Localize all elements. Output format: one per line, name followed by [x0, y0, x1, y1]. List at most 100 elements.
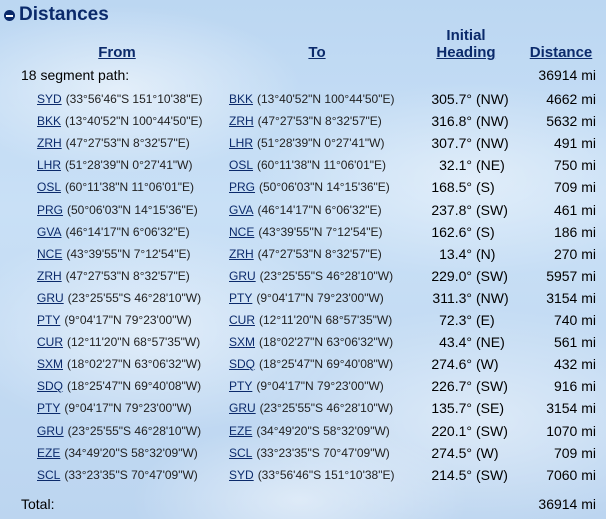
- to-airport-link[interactable]: LHR: [229, 136, 254, 151]
- to-coordinates: (43°39'55"N 7°12'54"E): [258, 224, 383, 239]
- from-coordinates: (50°06'03"N 14°15'36"E): [67, 202, 198, 217]
- to-airport-link[interactable]: SXM: [229, 335, 256, 350]
- from-airport-link[interactable]: SDQ: [37, 379, 64, 394]
- heading-direction: (W): [476, 356, 499, 373]
- heading-direction: (SW): [476, 267, 508, 284]
- to-airport-link[interactable]: SCL: [229, 445, 253, 460]
- to-airport-link[interactable]: PTY: [229, 379, 253, 394]
- from-airport-link[interactable]: SYD: [37, 92, 62, 106]
- from-coordinates: (51°28'39"N 0°27'41"W): [65, 158, 193, 173]
- table-row: SYD (33°56'46"S 151°10'38"E) BKK (13°40'52"…: [0, 88, 606, 110]
- segment-distance: 3154 mi: [546, 400, 596, 417]
- path-summary-distance: 36914 mi: [538, 67, 596, 83]
- from-coordinates: (23°25'55"S 46°28'10"W): [67, 423, 202, 438]
- to-airport-link[interactable]: CUR: [229, 313, 255, 327]
- segment-distance: 740 mi: [553, 312, 596, 328]
- to-coordinates: (23°25'55"S 46°28'10"W): [259, 268, 394, 283]
- from-coordinates: (12°11'20"N 68°57'35"W): [67, 335, 201, 350]
- from-airport-link[interactable]: ZRH: [37, 268, 62, 283]
- from-coordinates: (47°27'53"N 8°32'57"E): [65, 136, 190, 151]
- segment-distance: 709 mi: [553, 179, 596, 196]
- from-column-header[interactable]: From: [98, 44, 136, 61]
- to-coordinates: (51°28'39"N 0°27'41"W): [257, 136, 385, 151]
- table-row: ZRH (47°27'53"N 8°32'57"E) LHR (51°28'39"N …: [0, 132, 606, 154]
- to-airport-link[interactable]: GRU: [229, 268, 256, 283]
- from-airport-link[interactable]: GRU: [37, 423, 64, 438]
- table-row: LHR (51°28'39"N 0°27'41"W) OSL (60°11'38"N …: [0, 154, 606, 176]
- from-airport-link[interactable]: GVA: [37, 224, 62, 239]
- total-distance: 36914 mi: [538, 496, 596, 512]
- to-airport-link[interactable]: GRU: [229, 401, 256, 416]
- segment-distance: 491 mi: [553, 135, 596, 152]
- initial-heading: 307.7°: [431, 135, 472, 152]
- initial-heading: 311.3°: [432, 289, 472, 306]
- table-row: PRG (50°06'03"N 14°15'36"E) GVA (46°14'17"N…: [0, 199, 606, 221]
- initial-heading: 305.7°: [431, 91, 472, 107]
- from-airport-link[interactable]: BKK: [37, 114, 62, 129]
- from-airport-link[interactable]: PTY: [37, 313, 61, 327]
- table-row: NCE (43°39'55"N 7°12'54"E) ZRH (47°27'53"N …: [0, 243, 606, 265]
- from-coordinates: (13°40'52"N 100°44'50"E): [65, 114, 203, 129]
- initial-heading: 274.5°: [431, 444, 472, 461]
- section-title: Distances: [19, 4, 109, 25]
- segment-distance: 709 mi: [553, 444, 596, 461]
- heading-column-header[interactable]: Heading: [436, 44, 496, 61]
- to-coordinates: (12°11'20"N 68°57'35"W): [259, 313, 393, 327]
- segment-distance: 5632 mi: [546, 113, 596, 130]
- from-airport-link[interactable]: PTY: [37, 401, 61, 416]
- from-airport-link[interactable]: CUR: [37, 335, 63, 350]
- from-coordinates: (46°14'17"N 6°06'32"E): [65, 224, 190, 239]
- to-airport-link[interactable]: ZRH: [229, 246, 254, 261]
- from-airport-link[interactable]: SXM: [37, 357, 64, 372]
- initial-heading: 32.1°: [439, 157, 472, 174]
- table-row: BKK (13°40'52"N 100°44'50"E) ZRH (47°27'53"…: [0, 110, 606, 132]
- from-airport-link[interactable]: SCL: [37, 467, 61, 482]
- to-airport-link[interactable]: NCE: [229, 224, 255, 239]
- from-airport-link[interactable]: OSL: [37, 180, 62, 195]
- from-airport-link[interactable]: ZRH: [37, 136, 62, 151]
- segment-distance: 432 mi: [553, 356, 596, 373]
- from-coordinates: (9°04'17"N 79°23'00"W): [64, 401, 192, 416]
- to-coordinates: (9°04'17"N 79°23'00"W): [256, 379, 384, 394]
- to-airport-link[interactable]: PRG: [229, 180, 256, 195]
- table-row: EZE (34°49'20"S 58°32'09"W) SCL (33°23'35"S…: [0, 442, 606, 464]
- heading-column-header-line1: Initial: [446, 27, 486, 44]
- heading-direction: (SW): [476, 201, 508, 218]
- initial-heading: 220.1°: [431, 422, 472, 439]
- heading-direction: (W): [476, 444, 499, 461]
- from-airport-link[interactable]: LHR: [37, 158, 62, 173]
- from-coordinates: (60°11'38"N 11°06'01"E): [65, 180, 195, 195]
- to-airport-link[interactable]: SYD: [229, 467, 254, 482]
- table-row: GVA (46°14'17"N 6°06'32"E) NCE (43°39'55"N …: [0, 221, 606, 243]
- heading-direction: (N): [476, 245, 496, 262]
- to-airport-link[interactable]: BKK: [229, 92, 254, 106]
- to-airport-link[interactable]: GVA: [229, 202, 254, 217]
- from-coordinates: (9°04'17"N 79°23'00"W): [64, 313, 192, 327]
- initial-heading: 229.0°: [431, 267, 472, 284]
- heading-direction: (SW): [476, 378, 508, 395]
- to-column-header[interactable]: To: [308, 44, 326, 61]
- initial-heading: 13.4°: [439, 245, 472, 262]
- collapse-minus-icon[interactable]: [4, 9, 15, 21]
- distance-column-header[interactable]: Distance: [529, 44, 593, 61]
- to-airport-link[interactable]: ZRH: [229, 114, 254, 129]
- from-airport-link[interactable]: PRG: [37, 202, 64, 217]
- from-airport-link[interactable]: NCE: [37, 246, 63, 261]
- from-airport-link[interactable]: GRU: [37, 290, 64, 305]
- heading-direction: (NW): [476, 113, 509, 130]
- initial-heading: 168.5°: [431, 179, 472, 196]
- initial-heading: 43.4°: [439, 334, 472, 351]
- segment-distance: 7060 mi: [546, 466, 596, 483]
- heading-direction: (NW): [476, 91, 509, 107]
- heading-direction: (NW): [476, 289, 509, 306]
- to-airport-link[interactable]: OSL: [229, 158, 254, 173]
- to-airport-link[interactable]: EZE: [229, 423, 253, 438]
- initial-heading: 226.7°: [431, 378, 472, 395]
- table-row: SDQ (18°25'47"N 69°40'08"W) PTY (9°04'17"N …: [0, 375, 606, 397]
- to-airport-link[interactable]: SDQ: [229, 357, 256, 372]
- from-airport-link[interactable]: EZE: [37, 445, 61, 460]
- heading-direction: (NE): [476, 157, 505, 174]
- to-airport-link[interactable]: PTY: [229, 290, 253, 305]
- initial-heading: 214.5°: [431, 466, 472, 483]
- total-label: Total:: [21, 496, 55, 512]
